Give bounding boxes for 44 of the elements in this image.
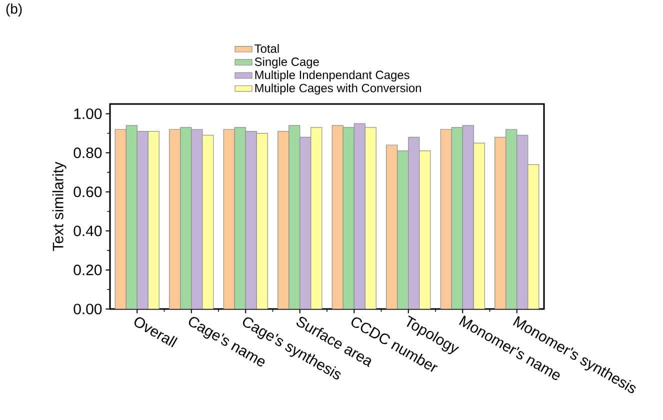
y-tick-label: 0.00 bbox=[74, 304, 102, 314]
bar bbox=[516, 134, 528, 309]
bar bbox=[202, 134, 214, 309]
bar bbox=[300, 136, 312, 309]
bar bbox=[234, 127, 246, 309]
bar bbox=[408, 136, 420, 309]
bar bbox=[310, 127, 322, 309]
bar bbox=[528, 164, 540, 309]
bar bbox=[332, 125, 344, 309]
bar bbox=[364, 127, 376, 309]
bar bbox=[354, 123, 366, 309]
y-tick-label: 0.20 bbox=[74, 264, 102, 276]
bar bbox=[506, 129, 518, 309]
legend-label: Total bbox=[254, 44, 279, 53]
bar bbox=[148, 131, 160, 309]
legend-label: Multiple Indenpendant Cages bbox=[255, 70, 410, 82]
y-axis-title: Text similarity bbox=[52, 162, 66, 252]
bar bbox=[245, 131, 257, 309]
bar bbox=[115, 129, 126, 309]
bar bbox=[191, 129, 203, 309]
bar bbox=[342, 127, 354, 309]
bar bbox=[223, 129, 235, 309]
bar bbox=[451, 127, 463, 309]
bar bbox=[419, 150, 431, 309]
bar bbox=[288, 125, 300, 309]
y-tick-label: 0.40 bbox=[74, 226, 102, 236]
y-tick-label: 1.00 bbox=[74, 108, 102, 120]
bar bbox=[494, 136, 506, 309]
bar bbox=[256, 132, 268, 309]
legend-label: Single Cage bbox=[254, 57, 319, 68]
bar bbox=[462, 125, 474, 309]
bar bbox=[126, 125, 138, 309]
bar bbox=[137, 131, 148, 309]
y-tick-label: 0.80 bbox=[74, 148, 102, 158]
legend-label: Multiple Cages with Conversion bbox=[255, 84, 421, 95]
bar bbox=[180, 127, 192, 309]
bar bbox=[386, 144, 398, 309]
bar bbox=[169, 129, 181, 309]
bar bbox=[278, 131, 290, 309]
y-tick-label: 0.60 bbox=[74, 186, 102, 198]
bar bbox=[473, 142, 485, 309]
text: (b) bbox=[6, 4, 22, 17]
bar bbox=[397, 150, 409, 309]
bar bbox=[440, 129, 452, 309]
